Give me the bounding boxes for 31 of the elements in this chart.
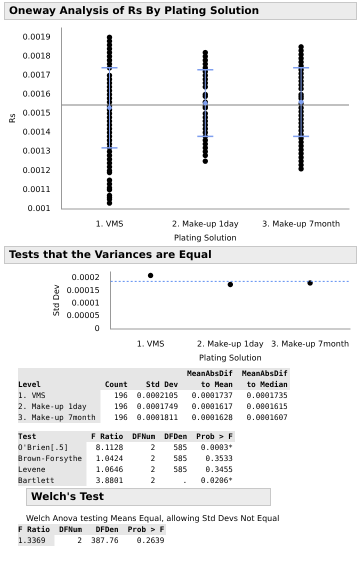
x-tick-label: 1. VMS — [96, 220, 124, 229]
chart-title: Oneway Analysis of Rs By Plating Solution — [4, 2, 357, 20]
point — [148, 272, 154, 278]
y-tick-label: 0.0018 — [22, 51, 51, 60]
y-axis-title: Rs — [8, 113, 17, 124]
text: Welch Anova testing Means Equal, allowing Std Devs Not Equal — [26, 514, 280, 523]
x-axis-title: Plating Solution — [174, 233, 237, 242]
y-tick-label: 0.0017 — [22, 70, 51, 80]
point — [228, 282, 234, 288]
y-tick-label: 0.00005 — [66, 311, 100, 320]
x-tick-label: 2. Make-up 1day — [172, 220, 239, 229]
y-tick-label: 0.0013 — [22, 146, 51, 156]
y-tick-label: 0.001 — [28, 204, 51, 213]
chart-title: Tests that the Variances are Equal — [4, 246, 357, 264]
y-tick-label: 0.0011 — [22, 184, 51, 194]
text: Welch's Test — [26, 488, 271, 506]
y-tick-label: 0 — [94, 324, 100, 333]
y-axis-title: Std Dev — [52, 284, 61, 316]
x-axis-title: Plating Solution — [199, 353, 262, 362]
x-tick-label: 3. Make-up 7month — [262, 220, 340, 229]
y-tick-label: 0.0014 — [22, 128, 51, 137]
y-tick-label: 0.0019 — [22, 32, 51, 42]
y-tick-label: 0.0016 — [22, 90, 51, 99]
x-tick-label: 2. Make-up 1day — [197, 340, 264, 349]
y-tick-label: 0.0012 — [22, 166, 51, 175]
x-tick-label: 3. Make-up 7month — [271, 340, 350, 349]
x-tick-label: 1. VMS — [136, 340, 164, 349]
y-tick-label: 0.0001 — [72, 298, 100, 308]
y-tick-label: 0.0002 — [72, 273, 100, 282]
y-tick-label: 0.00015 — [66, 286, 100, 295]
y-tick-label: 0.0015 — [22, 108, 51, 118]
